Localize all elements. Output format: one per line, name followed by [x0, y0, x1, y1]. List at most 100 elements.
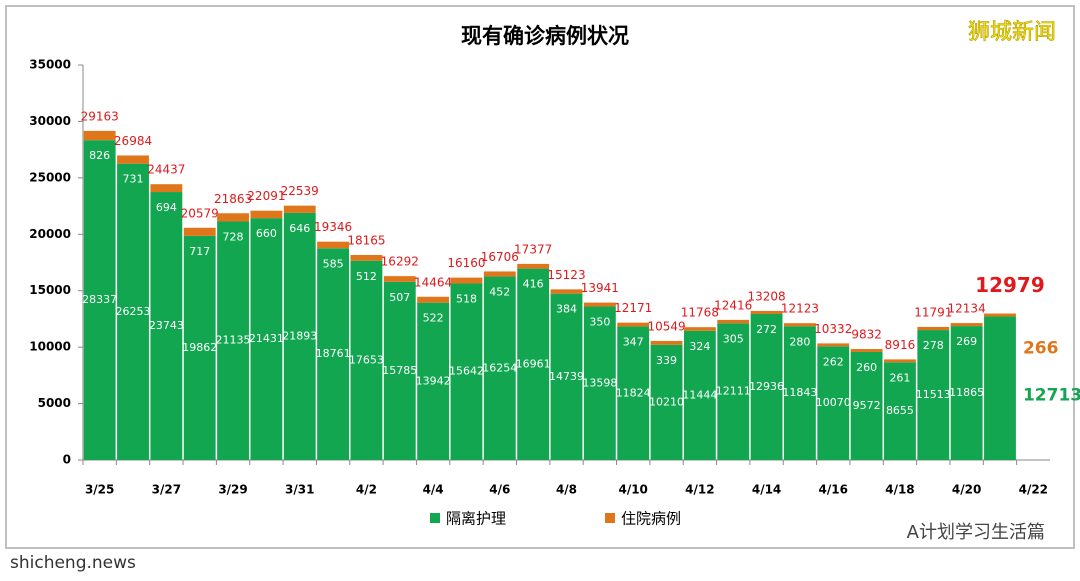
value-label: 12111 — [716, 385, 751, 398]
bar-segment — [750, 314, 783, 460]
total-label: 16292 — [381, 255, 419, 269]
footer-right: A计划学习生活篇 — [907, 522, 1045, 543]
bar-segment — [217, 221, 249, 460]
bar-segment — [917, 326, 950, 331]
total-label: 12123 — [781, 302, 819, 316]
bar-segment — [717, 319, 750, 324]
y-tick-label: 35000 — [29, 58, 71, 72]
bar-segment — [650, 340, 683, 345]
bar-segment — [750, 310, 783, 315]
total-label: 9832 — [851, 328, 882, 342]
bar-segment — [183, 235, 216, 460]
total-label: 16160 — [447, 256, 485, 270]
value-label: 518 — [456, 292, 477, 305]
value-label: 350 — [589, 316, 610, 329]
x-tick-label: 4/14 — [752, 483, 781, 497]
value-label: 11843 — [782, 386, 817, 399]
watermark: 狮城新闻 — [968, 20, 1056, 45]
bar-segment — [617, 326, 650, 460]
x-tick-label: 4/12 — [685, 483, 714, 497]
total-label: 26984 — [114, 134, 152, 148]
legend-label: 住院病例 — [621, 510, 681, 528]
total-label: 12416 — [714, 298, 752, 312]
value-label: 585 — [323, 257, 344, 270]
value-label: 13942 — [416, 374, 451, 387]
y-tick-label: 30000 — [29, 114, 71, 128]
value-label: 266 — [1023, 339, 1059, 359]
value-label: 522 — [423, 312, 444, 325]
watermark-bg — [955, 16, 1070, 48]
bar-segment — [783, 323, 816, 327]
x-tick-label: 3/29 — [218, 483, 247, 497]
value-label: 12936 — [749, 380, 784, 393]
value-label: 694 — [156, 201, 177, 214]
bar-segment — [483, 271, 516, 277]
value-label: 17653 — [349, 353, 384, 366]
value-label: 16254 — [482, 361, 517, 374]
value-label: 728 — [223, 230, 244, 243]
bar-segment — [550, 289, 583, 294]
value-label: 261 — [889, 371, 910, 384]
x-tick-label: 3/27 — [152, 483, 181, 497]
value-label: 15785 — [382, 364, 417, 377]
bar-segment — [817, 343, 850, 347]
chart-title: 现有确诊病例状况 — [461, 24, 629, 48]
bar-segment — [517, 263, 550, 269]
bar-segment — [617, 322, 650, 327]
value-label: 272 — [756, 323, 777, 336]
x-tick-label: 3/25 — [85, 483, 114, 497]
bar-segment — [817, 346, 850, 460]
bar-segment — [984, 313, 1016, 317]
y-tick-label: 5000 — [38, 396, 71, 410]
bar-segment — [783, 326, 816, 460]
total-label: 22091 — [247, 189, 285, 203]
value-label: 21431 — [249, 332, 284, 345]
total-label: 21863 — [214, 192, 252, 206]
bar-segment — [917, 330, 950, 460]
total-label: 19346 — [314, 220, 352, 234]
value-label: 339 — [656, 354, 677, 367]
value-label: 260 — [856, 361, 877, 374]
bar-segment — [217, 213, 249, 222]
value-label: 278 — [923, 339, 944, 352]
total-label: 11768 — [681, 306, 719, 320]
value-label: 269 — [956, 335, 977, 348]
value-label: 15642 — [449, 365, 484, 378]
y-tick-label: 15000 — [29, 283, 71, 297]
value-label: 305 — [723, 332, 744, 345]
bar-segment — [884, 362, 916, 460]
total-label: 15123 — [547, 268, 585, 282]
bar-segment — [950, 326, 983, 460]
bar-segment — [683, 327, 716, 331]
value-label: 347 — [623, 336, 644, 349]
value-label: 660 — [256, 227, 277, 240]
x-tick-label: 4/2 — [356, 483, 377, 497]
value-label: 12713 — [1023, 385, 1080, 405]
total-label: 13941 — [581, 281, 619, 295]
x-tick-label: 4/8 — [556, 483, 577, 497]
value-label: 384 — [556, 303, 577, 316]
value-label: 11865 — [949, 386, 984, 399]
value-label: 416 — [523, 278, 544, 291]
value-label: 10070 — [816, 396, 851, 409]
bar-segment — [550, 293, 583, 460]
bar-segment — [83, 140, 116, 460]
x-tick-label: 4/22 — [1019, 483, 1048, 497]
total-label: 24437 — [147, 163, 185, 177]
value-label: 717 — [189, 245, 210, 258]
bar-segment — [183, 227, 216, 236]
bar-segment — [884, 359, 916, 363]
total-label: 17377 — [514, 242, 552, 256]
y-tick-label: 20000 — [29, 227, 71, 241]
bar-segment — [984, 316, 1016, 460]
bar-segment — [450, 277, 483, 284]
bar-segment — [150, 192, 183, 461]
x-tick-label: 4/20 — [952, 483, 981, 497]
value-label: 19862 — [182, 341, 217, 354]
value-label: 8655 — [886, 404, 914, 417]
total-label: 13208 — [747, 289, 785, 303]
x-tick-label: 4/6 — [489, 483, 510, 497]
bar-segment — [317, 248, 350, 460]
y-tick-label: 0 — [63, 453, 71, 467]
